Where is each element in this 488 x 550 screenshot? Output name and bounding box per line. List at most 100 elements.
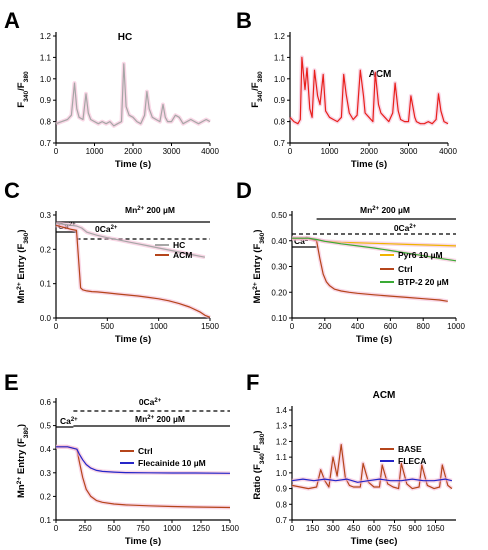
annotation-label-part: 2+ [137, 206, 144, 212]
annotation-label-part: Mn [135, 414, 147, 424]
series-line-ctrl [292, 237, 448, 302]
annotation-label-part: 200 µM [379, 205, 410, 215]
annotation-label-part: 200 µM [154, 414, 185, 424]
y-axis-label-part: Entry (F [16, 438, 27, 477]
y-axis-label-part: 340 [23, 91, 30, 102]
y-axis-label-part: Entry (F [16, 244, 27, 283]
annotation-label: Mn2+ 200 µM [360, 205, 410, 215]
x-tick-label: 300 [326, 524, 340, 533]
y-tick-label: 0.30 [271, 263, 287, 272]
annotation-label: 0Ca2+ [394, 223, 417, 233]
x-axis-label: Time (sec) [351, 536, 398, 547]
y-axis-label-part: 340 [259, 453, 266, 464]
annotation-label: Ca2+ [60, 416, 78, 426]
x-axis-label: Time (s) [115, 334, 151, 345]
chart-title: ACM [373, 390, 396, 401]
x-tick-label: 500 [107, 524, 121, 533]
annotation-label: 0Ca2+ [95, 224, 118, 234]
panel-e: E 0 250 500 750 1000 1250 1500 0.1 0.2 0.3 0.4 0.5 0.… [4, 370, 239, 547]
y-axis-label-part: F [250, 102, 261, 108]
x-tick-label: 1050 [427, 524, 445, 533]
y-axis-label-part: Ratio (F [252, 464, 263, 500]
y-axis-label-part: 2+ [16, 282, 23, 290]
y-axis-label-part: F [16, 102, 27, 108]
annotation-label-part: 2+ [71, 417, 78, 423]
x-tick-label: 1000 [150, 322, 168, 331]
panel-d: D 0 200 400 600 800 1000 0.10 0.20 0.30 0.40 0.50 Ti… [236, 178, 465, 345]
y-axis-label-part: 380 [23, 71, 30, 82]
annotation-label-part: 0Ca [95, 224, 111, 234]
y-axis-label: F340/F380 [250, 71, 264, 108]
y-tick-label: 1.0 [276, 469, 288, 478]
annotation-label-part: 200 µM [144, 205, 175, 215]
y-tick-label: 0.0 [40, 314, 52, 323]
x-tick-label: 4000 [201, 147, 219, 156]
legend-label: Ctrl [138, 446, 153, 456]
x-tick-label: 4000 [439, 147, 457, 156]
y-axis-label-part: ) [16, 424, 27, 427]
panel-f: F ACM 0 150 300 450 600 750 900 1050 0.7 0.8 0.9 1.0 1… [246, 370, 456, 547]
panel-letter: C [4, 178, 20, 203]
annotation-label-part: 2+ [147, 415, 154, 421]
y-axis-label-part: /F [252, 444, 263, 453]
annotation-label-part: Ca [60, 416, 71, 426]
x-tick-label: 600 [367, 524, 381, 533]
x-tick-label: 1500 [221, 524, 239, 533]
y-tick-label: 0.9 [40, 96, 52, 105]
annotation-label-part: 2+ [154, 398, 161, 404]
annotation-label-part: Ca [294, 236, 305, 246]
x-tick-label: 0 [290, 524, 295, 533]
x-tick-label: 750 [388, 524, 402, 533]
x-tick-label: 500 [101, 322, 115, 331]
series-line-1 [289, 56, 449, 125]
y-tick-label: 0.50 [271, 211, 287, 220]
series-line-fleca [291, 478, 453, 483]
y-tick-label: 0.7 [274, 139, 286, 148]
legend-label: BASE [398, 444, 422, 454]
legend-label: Pyr6 10 µM [398, 250, 443, 260]
annotation-label-part: 0Ca [139, 397, 155, 407]
x-tick-label: 750 [136, 524, 150, 533]
y-tick-label: 1.1 [40, 53, 52, 62]
y-tick-label: 0.4 [40, 445, 52, 454]
x-tick-label: 1250 [192, 524, 210, 533]
legend-label: Ctrl [398, 264, 413, 274]
x-tick-label: 1000 [86, 147, 104, 156]
x-tick-label: 1000 [447, 322, 465, 331]
chart-title: HC [118, 32, 132, 43]
legend-label: HC [173, 240, 185, 250]
x-tick-label: 0 [54, 524, 59, 533]
panel-b: B ACM 0 1000 2000 3000 4000 0.7 0.8 0.9 1.0 1.1 1.2 T… [236, 8, 457, 170]
y-axis-label-part: Entry (F [252, 244, 263, 283]
x-axis-label: Time (s) [115, 159, 151, 170]
y-tick-label: 1.3 [276, 422, 288, 431]
x-tick-label: 0 [288, 147, 293, 156]
x-tick-label: 3000 [400, 147, 418, 156]
y-tick-label: 0.3 [40, 469, 52, 478]
y-axis-label: Mn2+ Entry (F360) [252, 229, 266, 303]
x-axis-label: Time (s) [356, 334, 392, 345]
y-axis-label-part: 380 [257, 71, 264, 82]
y-tick-label: 0.8 [40, 118, 52, 127]
y-axis-label-part: 380 [259, 433, 266, 444]
y-tick-label: 1.2 [40, 32, 52, 41]
y-tick-label: 1.1 [276, 453, 288, 462]
annotation-label-part: 2+ [111, 225, 118, 231]
y-tick-label: 0.3 [40, 211, 52, 220]
legend-label: BTP-2 20 µM [398, 277, 449, 287]
x-tick-label: 150 [306, 524, 320, 533]
y-axis-label-part: 2+ [252, 282, 259, 290]
x-tick-label: 900 [408, 524, 422, 533]
series-line-acm [55, 224, 211, 318]
y-tick-label: 0.9 [276, 485, 288, 494]
y-tick-label: 0.7 [276, 516, 288, 525]
y-axis-label: Ratio (F340/F380) [252, 430, 266, 499]
x-tick-label: 0 [54, 322, 59, 331]
y-axis-label-part: Mn [16, 290, 27, 304]
panel-letter: A [4, 8, 20, 33]
y-tick-label: 0.10 [271, 314, 287, 323]
legend: Ctrl Flecainide 10 µM [120, 446, 206, 468]
annotation-label: Mn2+ 200 µM [125, 205, 175, 215]
